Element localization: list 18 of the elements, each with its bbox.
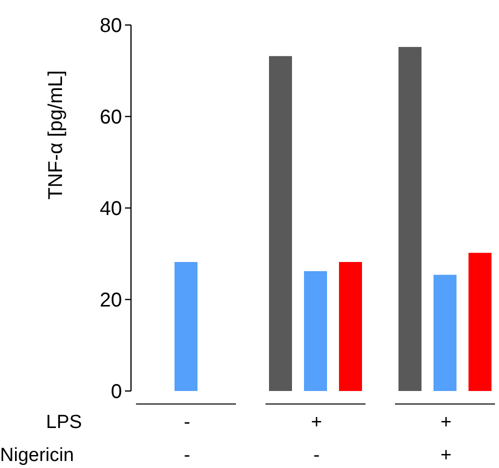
x-tick-label: - -: [184, 412, 190, 466]
y-tick-label: 80: [100, 15, 122, 37]
text: Nigericin: [0, 445, 74, 466]
bar: [174, 262, 198, 391]
y-tick-label: 20: [100, 290, 122, 312]
y-axis-title: TNF-α [pg/mL]: [45, 70, 67, 200]
x-tick-label: + +: [440, 412, 452, 466]
bar: [339, 262, 362, 391]
bar: [304, 271, 327, 391]
x-tick-label: + -: [310, 412, 322, 466]
text: LPS: [46, 412, 82, 433]
bar: [398, 46, 422, 391]
y-tick-label: 60: [100, 106, 122, 128]
bar: [269, 56, 292, 391]
bar: [468, 252, 492, 391]
bar: [434, 274, 456, 391]
y-tick-label: 0: [110, 381, 122, 403]
y-tick-label: 40: [100, 198, 122, 220]
